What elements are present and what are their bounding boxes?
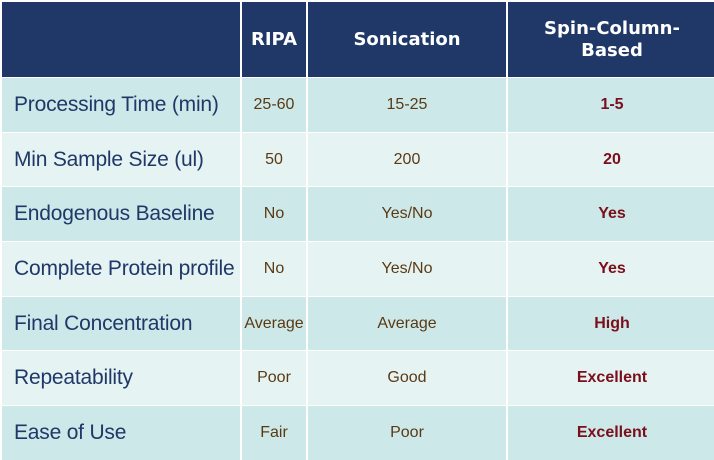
cell-spin-column-complete-protein-profile: Yes <box>508 242 714 296</box>
row-label-min-sample-size: Min Sample Size (ul) <box>2 132 240 187</box>
header-spin-column: Spin-Column- Based <box>508 2 714 77</box>
cell-sonication-min-sample-size: 200 <box>308 132 506 187</box>
cell-spin-column-processing-time: 1-5 <box>508 78 714 132</box>
row-label-processing-time: Processing Time (min) <box>2 78 240 132</box>
row-label-repeatability: Repeatability <box>2 351 240 406</box>
cell-spin-column-ease-of-use: Excellent <box>508 406 714 460</box>
cell-spin-column-repeatability: Excellent <box>508 351 714 406</box>
cell-ripa-ease-of-use: Fair <box>242 406 306 460</box>
cell-ripa-processing-time: 25-60 <box>242 78 306 132</box>
cell-spin-column-min-sample-size: 20 <box>508 132 714 187</box>
row-label-final-concentration: Final Concentration <box>2 296 240 351</box>
cell-sonication-complete-protein-profile: Yes/No <box>308 242 506 296</box>
cell-sonication-processing-time: 15-25 <box>308 78 506 132</box>
cell-sonication-endogenous-baseline: Yes/No <box>308 187 506 242</box>
header-corner-cell <box>2 2 240 77</box>
cell-ripa-min-sample-size: 50 <box>242 132 306 187</box>
header-sonication: Sonication <box>308 2 506 77</box>
row-label-complete-protein-profile: Complete Protein profile <box>2 242 240 296</box>
cell-sonication-final-concentration: Average <box>308 296 506 351</box>
header-ripa: RIPA <box>242 2 306 77</box>
cell-spin-column-endogenous-baseline: Yes <box>508 187 714 242</box>
cell-ripa-repeatability: Poor <box>242 351 306 406</box>
row-label-ease-of-use: Ease of Use <box>2 406 240 460</box>
cell-ripa-final-concentration: Average <box>242 296 306 351</box>
cell-ripa-complete-protein-profile: No <box>242 242 306 296</box>
cell-spin-column-final-concentration: High <box>508 296 714 351</box>
cell-sonication-repeatability: Good <box>308 351 506 406</box>
row-label-endogenous-baseline: Endogenous Baseline <box>2 187 240 242</box>
cell-sonication-ease-of-use: Poor <box>308 406 506 460</box>
cell-ripa-endogenous-baseline: No <box>242 187 306 242</box>
